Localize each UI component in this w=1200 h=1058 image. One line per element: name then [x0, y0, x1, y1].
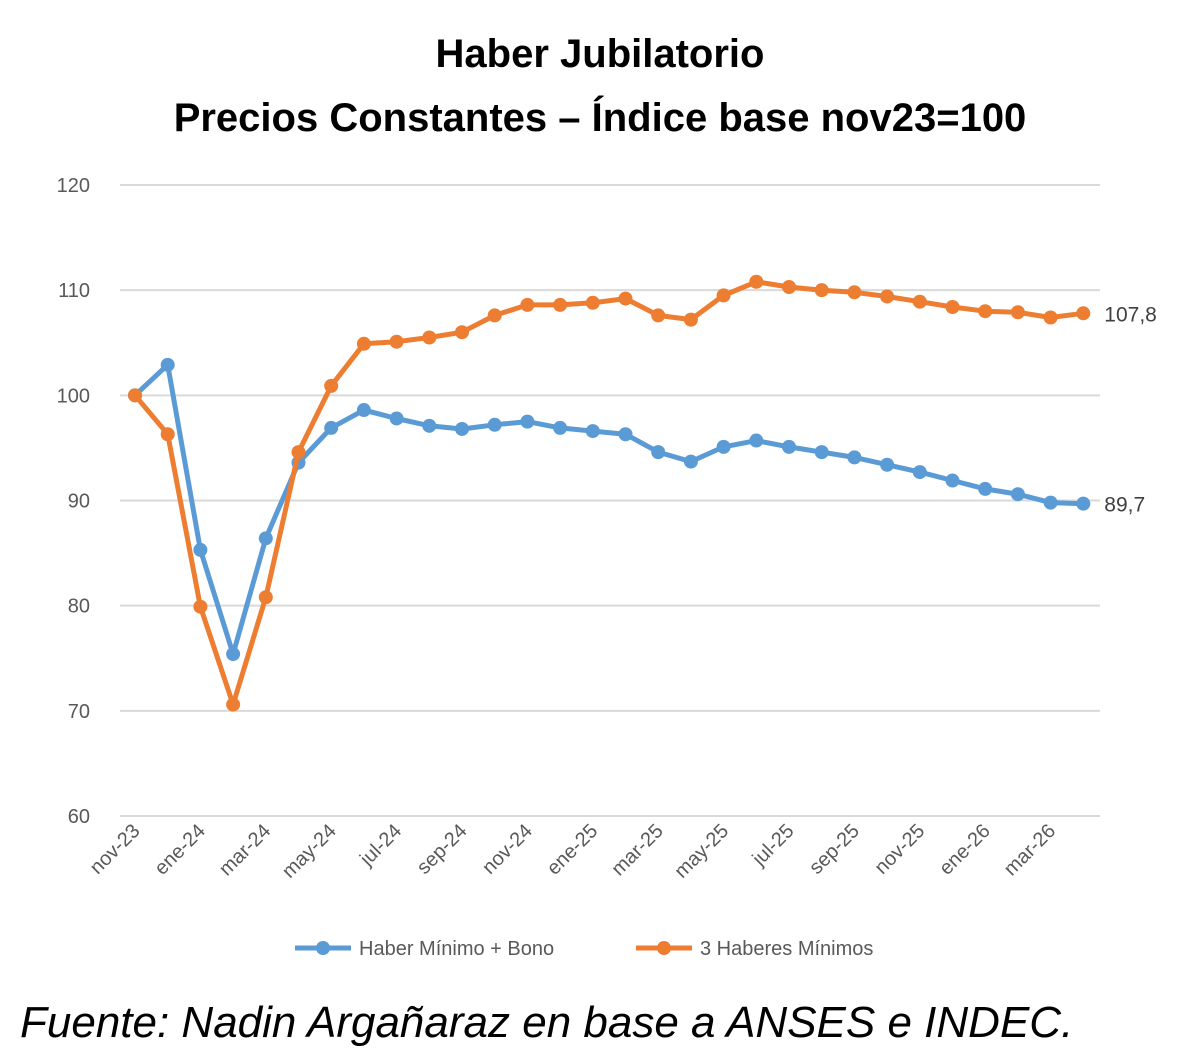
legend-swatch-marker-1: [316, 941, 330, 955]
data-point-2-16: [618, 291, 633, 306]
data-point-1-14: [553, 420, 568, 435]
data-point-1-22: [814, 445, 829, 460]
data-point-2-26: [945, 299, 960, 314]
data-point-1-11: [455, 421, 469, 436]
data-point-2-29: [1043, 310, 1058, 325]
series-layer: 89,7 107,8: [128, 274, 1157, 712]
data-point-2-5: [258, 590, 273, 605]
x-tick-label-ene-26: ene-26: [935, 820, 995, 880]
data-point-1-26: [945, 473, 960, 488]
data-point-2-1: [128, 388, 142, 403]
data-point-1-23: [847, 450, 862, 465]
chart-title: Haber Jubilatorio: [435, 32, 765, 76]
data-label-end-1: 89,7: [1104, 494, 1145, 517]
data-point-1-16: [618, 427, 633, 442]
data-point-1-24: [880, 457, 895, 472]
data-point-1-12: [487, 417, 502, 432]
x-tick-label-ene-24: ene-24: [150, 820, 210, 880]
data-point-2-4: [226, 697, 241, 712]
data-point-2-25: [912, 294, 927, 309]
data-point-2-27: [978, 304, 993, 319]
data-point-1-7: [324, 420, 339, 435]
data-point-1-21: [782, 439, 796, 454]
y-tick-label-90: 90: [68, 491, 90, 513]
legend-label-1: Haber Mínimo + Bono: [359, 938, 554, 960]
chart-subtitle: Precios Constantes – Índice base nov23=1…: [173, 96, 1027, 140]
gridlines: [120, 184, 1100, 817]
data-point-1-15: [585, 424, 600, 439]
data-point-1-5: [258, 531, 273, 546]
data-point-2-9: [389, 334, 404, 349]
data-point-1-19: [716, 439, 731, 454]
data-point-1-17: [651, 445, 666, 460]
data-point-2-2: [160, 427, 175, 442]
y-axis-tick-labels: 60 70 80 90 100 110 120: [57, 175, 90, 828]
data-point-2-3: [193, 599, 208, 614]
series-line-2: [132, 279, 1086, 707]
y-tick-label-60: 60: [68, 806, 90, 828]
x-tick-label-ene-25: ene-25: [543, 820, 603, 880]
data-point-2-15: [585, 295, 600, 310]
data-point-2-6: [291, 445, 306, 460]
data-point-2-22: [814, 283, 829, 298]
x-tick-label-mar-24: mar-24: [215, 820, 275, 880]
series-line-1: [132, 362, 1086, 657]
x-tick-label-mar-25: mar-25: [607, 820, 667, 880]
data-point-1-20: [749, 433, 764, 448]
data-point-2-7: [324, 378, 339, 393]
data-point-1-9: [389, 411, 404, 426]
data-point-2-11: [455, 325, 469, 340]
series-1: 89,7: [128, 357, 1145, 662]
data-point-2-13: [520, 297, 535, 312]
series-2: 107,8: [128, 274, 1157, 712]
y-tick-label-110: 110: [58, 280, 90, 302]
x-axis: nov-23 ene-24 mar-24 may-24 jul-24 sep-24 nov-…: [86, 820, 1060, 883]
data-point-1-27: [978, 481, 993, 496]
data-point-2-20: [749, 274, 764, 289]
data-point-2-23: [847, 285, 862, 300]
x-tick-label-jul-24: jul-24: [355, 820, 406, 871]
source-note: Fuente: Nadin Argañaraz en base a ANSES …: [20, 998, 1074, 1047]
data-point-1-4: [226, 647, 241, 662]
data-point-2-24: [880, 289, 895, 304]
data-point-1-30: [1076, 496, 1091, 511]
data-point-2-19: [716, 288, 731, 303]
x-tick-label-mar-26: mar-26: [1000, 820, 1060, 880]
x-tick-label-nov-24: nov-24: [478, 820, 537, 879]
data-point-1-13: [520, 414, 535, 429]
data-point-2-10: [422, 330, 437, 345]
data-point-1-8: [356, 403, 371, 418]
y-tick-label-100: 100: [57, 385, 90, 407]
legend-swatch-marker-2: [657, 941, 671, 955]
y-tick-label-80: 80: [68, 596, 90, 618]
legend-label-2: 3 Haberes Mínimos: [700, 938, 873, 960]
data-point-2-30: [1076, 306, 1091, 321]
x-tick-label-nov-23: nov-23: [86, 820, 145, 879]
x-tick-label-may-24: may-24: [278, 820, 341, 883]
data-point-1-28: [1010, 487, 1025, 502]
y-tick-label-120: 120: [57, 175, 90, 197]
legend: Haber Mínimo + Bono 3 Haberes Mínimos: [295, 938, 873, 960]
y-tick-label-70: 70: [68, 701, 90, 723]
x-tick-label-may-25: may-25: [670, 820, 733, 883]
x-tick-label-jul-25: jul-25: [748, 820, 799, 871]
data-point-2-12: [487, 308, 502, 323]
data-label-end-2: 107,8: [1104, 303, 1157, 326]
data-point-2-21: [782, 280, 796, 295]
data-point-2-17: [651, 308, 666, 323]
data-point-2-8: [356, 336, 371, 351]
data-point-1-25: [912, 465, 927, 480]
data-point-1-18: [683, 454, 698, 469]
data-point-2-14: [553, 297, 568, 312]
x-tick-label-nov-25: nov-25: [871, 820, 930, 879]
data-point-2-18: [683, 312, 698, 327]
x-tick-label-sep-24: sep-24: [413, 820, 472, 879]
x-tick-label-sep-25: sep-25: [805, 820, 864, 879]
data-point-1-2: [160, 357, 175, 372]
data-point-1-3: [193, 542, 208, 557]
data-point-2-28: [1010, 305, 1025, 320]
data-point-1-10: [422, 418, 437, 433]
data-point-1-29: [1043, 495, 1058, 510]
